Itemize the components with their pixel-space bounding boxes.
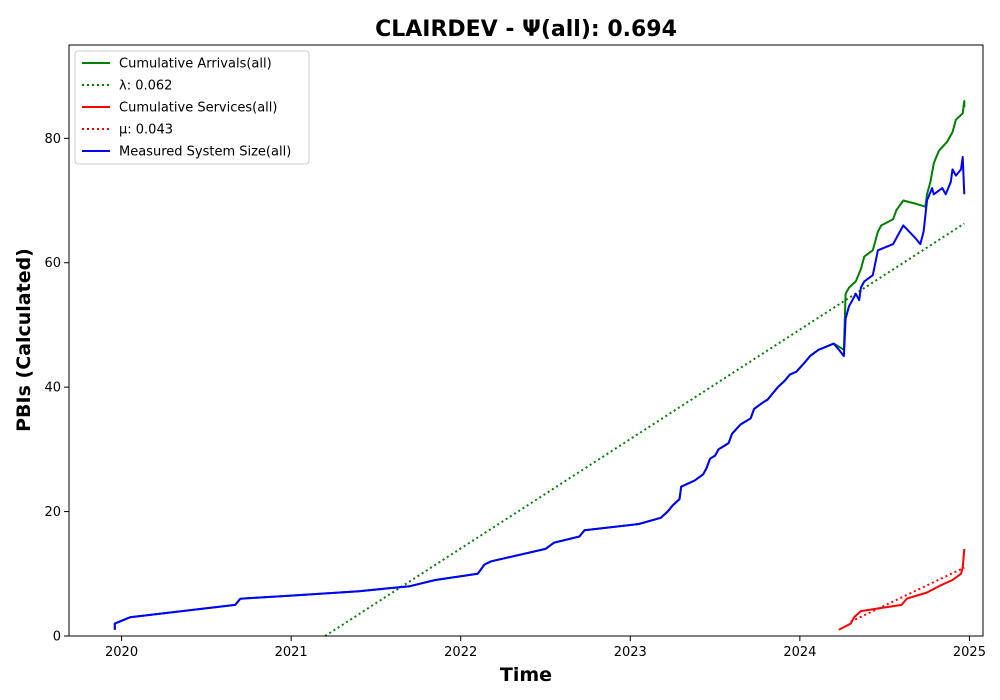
x-ticks: 2020 2021 2022 2023 2024 2025 — [105, 636, 986, 660]
series-lambda-line — [324, 222, 965, 637]
y-ticks: 0 20 40 60 80 — [44, 132, 69, 645]
legend-label-0: Cumulative Arrivals(all) — [119, 57, 272, 72]
x-tick-label-3: 2023 — [614, 645, 647, 660]
legend-label-1: λ: 0.062 — [119, 79, 172, 94]
y-tick-label-2: 40 — [44, 381, 61, 396]
series-mu-line — [850, 566, 965, 623]
x-axis-label: Time — [500, 664, 552, 686]
y-axis-label: PBIs (Calculated) — [13, 248, 35, 432]
plot-lines — [113, 100, 966, 637]
legend-items: Cumulative Arrivals(all) λ: 0.062 Cumulati… — [82, 57, 291, 160]
x-tick-label-4: 2024 — [783, 645, 816, 660]
series-measured-system-size — [113, 156, 966, 630]
legend-box — [74, 50, 310, 165]
series-cumulative-services — [838, 548, 966, 631]
chart-title: CLAIRDEV - Ψ(all): 0.694 — [375, 17, 677, 42]
x-tick-label-2: 2022 — [444, 645, 477, 660]
legend-label-2: Cumulative Services(all) — [119, 101, 277, 116]
y-tick-label-3: 60 — [44, 256, 61, 271]
legend-label-4: Measured System Size(all) — [119, 145, 291, 160]
x-tick-label-0: 2020 — [105, 645, 138, 660]
legend: Cumulative Arrivals(all) λ: 0.062 Cumulati… — [74, 50, 310, 165]
legend-label-3: μ: 0.043 — [119, 123, 173, 138]
y-tick-label-0: 0 — [53, 630, 61, 645]
x-tick-label-5: 2025 — [953, 645, 986, 660]
x-tick-label-1: 2021 — [275, 645, 308, 660]
y-tick-label-1: 20 — [44, 505, 61, 520]
plot-frame — [68, 44, 984, 637]
y-tick-label-4: 80 — [44, 132, 61, 147]
